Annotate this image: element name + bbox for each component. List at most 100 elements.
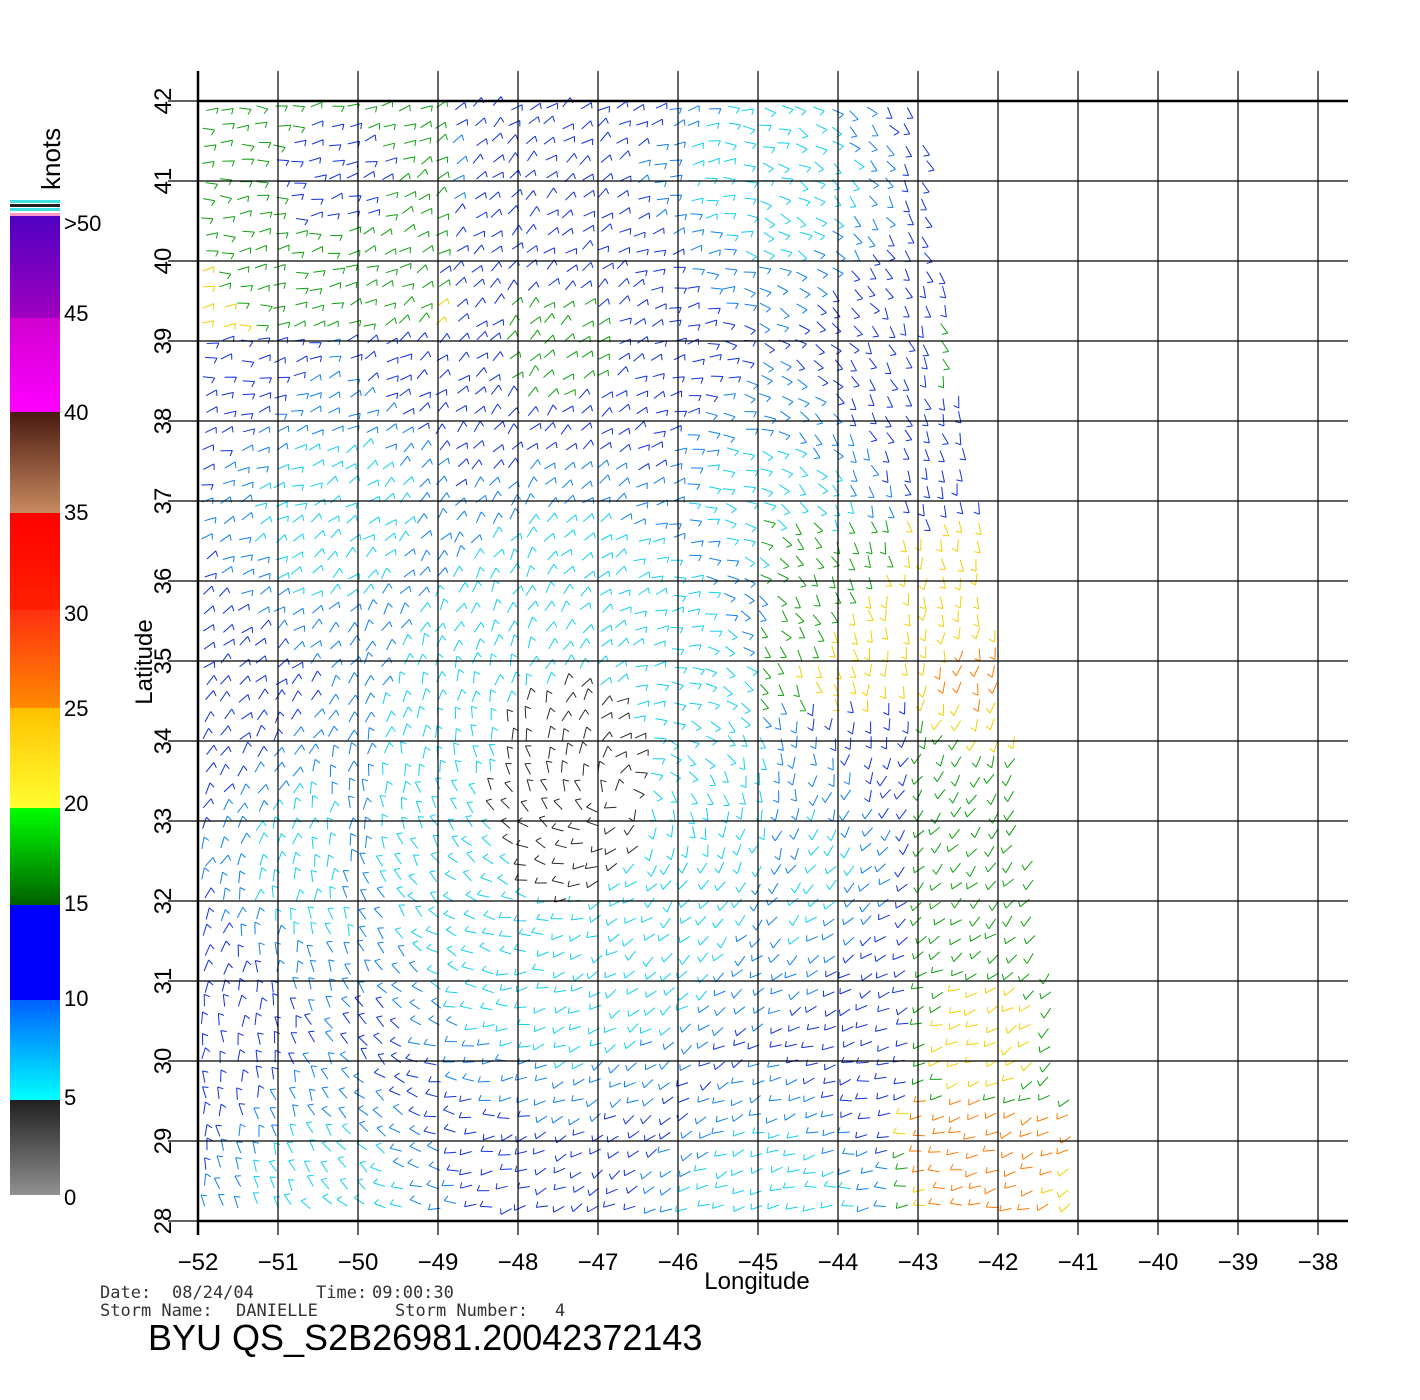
wind-barb: [1003, 1112, 1016, 1119]
wind-barb: [458, 374, 470, 382]
wind-barb: [765, 1117, 778, 1124]
wind-barb: [238, 603, 250, 611]
wind-barb: [569, 1023, 582, 1031]
wind-barb: [416, 705, 425, 719]
wind-barb: [561, 710, 573, 722]
date-label: Date:: [100, 1283, 151, 1303]
wind-barb: [237, 124, 250, 132]
wind-barb: [452, 174, 465, 182]
wind-barb: [388, 1086, 401, 1096]
wind-barb: [534, 1025, 546, 1033]
wind-barb: [216, 1155, 223, 1168]
wind-barb: [924, 519, 931, 532]
wind-barb: [545, 581, 556, 593]
wind-barb: [322, 1193, 333, 1205]
wind-barb: [730, 898, 743, 909]
wind-barb: [544, 421, 556, 432]
wind-barb: [636, 390, 649, 397]
wind-barb: [839, 1078, 852, 1086]
wind-barb: [774, 717, 782, 731]
wind-barb: [518, 928, 531, 937]
wind-barb: [815, 145, 828, 155]
wind-barb: [849, 110, 859, 122]
wind-barb: [453, 260, 465, 271]
wind-barb: [931, 734, 943, 745]
wind-barb: [202, 1033, 209, 1046]
wind-barb: [274, 394, 287, 401]
wind-barb: [373, 1068, 386, 1078]
wind-barb: [732, 1149, 744, 1157]
wind-barb: [326, 854, 334, 867]
wind-barb: [237, 302, 250, 310]
wind-barb: [876, 1131, 889, 1139]
wind-barb: [460, 944, 474, 954]
wind-barb: [453, 565, 464, 577]
wind-barb: [347, 588, 359, 597]
x-axis-label: Longitude: [704, 1268, 809, 1295]
wind-barb: [615, 565, 628, 576]
wind-barb: [1057, 1099, 1070, 1108]
wind-barb: [400, 741, 407, 754]
wind-barb: [456, 155, 469, 165]
wind-barb: [895, 1202, 909, 1209]
wind-barb: [471, 652, 482, 664]
wind-barb: [220, 653, 232, 664]
wind-barb: [462, 869, 472, 882]
wind-barb: [474, 386, 487, 395]
wind-barb: [439, 759, 447, 773]
wind-barb: [416, 513, 428, 524]
storm-name-value: DANIELLE: [236, 1301, 318, 1321]
wind-barb: [843, 865, 855, 876]
wind-barb: [1003, 790, 1014, 802]
wind-barb: [528, 365, 540, 377]
wind-barb: [219, 282, 232, 290]
wind-barb: [656, 683, 670, 692]
wind-barb: [492, 526, 503, 538]
wind-barb: [220, 909, 231, 922]
wind-barb: [418, 422, 430, 430]
wind-barb: [508, 152, 520, 163]
wind-barb: [857, 883, 870, 892]
wind-barb: [868, 394, 875, 407]
wind-barb: [400, 602, 410, 615]
wind-barb: [202, 127, 216, 136]
wind-barb: [255, 820, 267, 832]
wind-barb: [842, 936, 855, 946]
wind-barb: [864, 790, 872, 803]
wind-barb: [517, 1110, 531, 1117]
wind-barb: [937, 596, 944, 609]
wind-barb: [579, 657, 590, 669]
wind-barb: [1020, 1061, 1032, 1072]
wind-barb: [492, 171, 504, 179]
wind-barb: [350, 603, 362, 612]
wind-barb: [749, 1095, 761, 1104]
wind-barb: [398, 904, 406, 917]
wind-barb: [970, 573, 978, 586]
wind-barb: [787, 756, 796, 769]
wind-barb: [633, 231, 646, 239]
wind-barb: [253, 1107, 260, 1120]
wind-barb: [618, 712, 630, 720]
wind-barb: [294, 744, 306, 755]
wind-barb: [601, 552, 614, 559]
wind-barb: [885, 216, 896, 228]
wind-barb: [821, 933, 834, 941]
wind-barb: [538, 815, 548, 828]
wind-barb: [965, 1038, 979, 1046]
wind-barb: [366, 196, 379, 204]
wind-barb: [803, 1095, 816, 1103]
wind-barb: [600, 441, 612, 450]
wind-barb: [855, 1132, 868, 1139]
wind-barb: [788, 914, 800, 926]
wind-barb: [806, 935, 818, 942]
wind-barb: [770, 1027, 783, 1035]
wind-barb: [389, 1036, 402, 1047]
wind-barb: [1040, 1007, 1052, 1019]
wind-barb: [278, 638, 290, 649]
wind-barb: [600, 779, 607, 793]
wind-barb: [812, 646, 819, 659]
wind-barb: [930, 1020, 943, 1027]
wind-barb: [678, 935, 691, 944]
wind-barb: [886, 160, 896, 172]
wind-barb: [420, 302, 433, 310]
